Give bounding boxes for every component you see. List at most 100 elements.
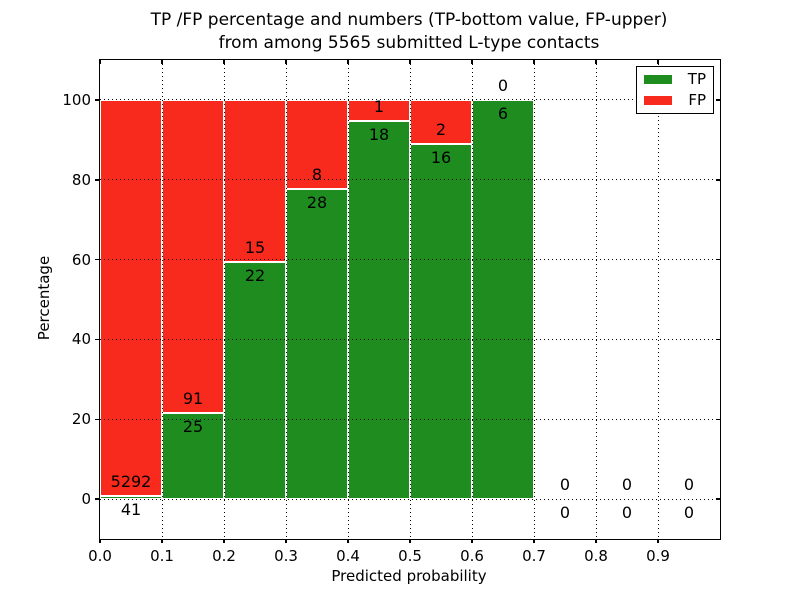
x-tick-mark (347, 539, 349, 543)
fp-count-label: 5292 (110, 472, 152, 491)
y-tick-mark-right (716, 418, 720, 420)
x-tick-label: 0.0 (88, 547, 112, 565)
y-tick-label: 20 (71, 410, 91, 429)
v-gridline (533, 60, 535, 539)
v-gridline (657, 60, 659, 539)
v-gridline (223, 60, 225, 539)
x-tick-label: 0.5 (398, 547, 422, 565)
y-tick-mark (95, 99, 99, 101)
y-tick-mark (95, 338, 99, 341)
y-tick-mark-right (716, 338, 720, 341)
y-tick-mark (95, 179, 99, 181)
fp-count-label: 1 (373, 96, 385, 116)
x-tick-mark (409, 539, 411, 543)
fp-count-label: 91 (182, 389, 204, 409)
x-tick-mark (471, 539, 473, 543)
tp-count-label: 6 (497, 103, 509, 123)
x-tick-label: 0.1 (150, 547, 174, 565)
y-tick-label: 80 (71, 170, 91, 189)
x-tick-mark-top (223, 60, 225, 64)
legend-label-fp: FP (688, 91, 706, 109)
x-tick-mark (285, 539, 287, 543)
v-gridline (161, 60, 163, 539)
legend-item-fp: FP (644, 93, 706, 108)
fp-count-label: 2 (435, 120, 447, 140)
x-tick-label: 0.6 (460, 547, 484, 565)
x-tick-mark-top (347, 60, 349, 64)
y-tick-mark-right (716, 99, 720, 101)
x-axis-label: Predicted probability (331, 567, 487, 585)
y-tick-mark (95, 418, 99, 420)
y-tick-mark (95, 498, 99, 500)
x-tick-label: 0.9 (646, 547, 670, 565)
legend-swatch-fp (644, 96, 672, 105)
legend-swatch-tp (644, 75, 672, 84)
x-tick-mark-top (285, 60, 287, 64)
tp-count-label: 22 (244, 265, 266, 285)
v-gridline (409, 60, 411, 539)
y-tick-mark (95, 258, 99, 261)
y-tick-mark-right (716, 179, 720, 181)
y-axis-label: Percentage (35, 255, 53, 341)
fp-count-label: 0 (683, 475, 695, 495)
x-tick-mark-top (471, 60, 473, 64)
bar-labels-layer: 5292 41 91 25 15 22 8 28 1 18 2 16 0 6 0 0 0 0 0 0 (100, 60, 720, 539)
y-tick-mark-right (716, 498, 720, 500)
chart-title-line2: from among 5565 submitted L-type contact… (218, 33, 600, 53)
fp-count-label: 15 (244, 237, 266, 257)
x-tick-label: 0.7 (522, 547, 546, 565)
x-tick-label: 0.8 (584, 547, 608, 565)
legend-label-tp: TP (687, 70, 706, 88)
tp-count-label: 18 (368, 124, 390, 144)
x-tick-mark-top (409, 60, 411, 64)
x-tick-label: 0.4 (336, 547, 360, 565)
axis-ticks-layer: 0.0 0.1 0.2 0.3 0.4 0.5 0.6 0.7 0.8 0.9 0 20 40 60 80 1… (62, 60, 720, 565)
y-tick-mark-right (716, 258, 720, 261)
tp-bar-segment (162, 413, 224, 500)
x-tick-label: 0.3 (274, 547, 298, 565)
tp-bar-segment (348, 120, 410, 500)
chart-title: TP /FP percentage and numbers (TP-bottom… (99, 9, 719, 55)
x-tick-mark (223, 539, 225, 543)
x-tick-mark-top (99, 60, 101, 64)
x-tick-mark-top (161, 60, 163, 64)
y-tick-label: 100 (62, 90, 91, 109)
plot-area: 5292 41 91 25 15 22 8 28 1 18 2 16 0 6 0 0 0 0 0 0 0.0 0.1 0.… (62, 59, 721, 565)
v-gridline (347, 60, 349, 539)
fp-count-label: 8 (311, 164, 323, 184)
legend-item-tp: TP (644, 72, 706, 87)
tp-count-label: 25 (182, 417, 204, 437)
legend: TP FP (636, 66, 714, 114)
tp-count-label: 0 (621, 503, 633, 523)
x-tick-mark (595, 539, 597, 543)
fp-bar-segment (224, 99, 286, 262)
tp-count-label: 28 (306, 192, 328, 212)
x-tick-mark-top (657, 60, 659, 64)
x-tick-mark-top (533, 60, 535, 64)
fp-bar-segment (410, 99, 472, 145)
x-tick-mark (161, 539, 163, 543)
x-tick-mark (99, 539, 101, 543)
tp-count-label: 41 (120, 500, 142, 519)
x-tick-mark (657, 539, 659, 543)
chart-title-line1: TP /FP percentage and numbers (TP-bottom… (150, 10, 668, 30)
v-gridline (285, 60, 287, 539)
fp-count-label: 0 (559, 475, 571, 495)
tp-count-label: 16 (430, 148, 452, 168)
v-gridline (471, 60, 473, 539)
x-tick-mark (533, 539, 535, 543)
y-tick-label: 0 (81, 490, 91, 509)
tp-bar-segment (472, 99, 534, 500)
x-tick-mark-top (595, 60, 597, 64)
fp-bar-segment (286, 99, 348, 189)
x-tick-label: 0.2 (212, 547, 236, 565)
tp-count-label: 0 (683, 503, 695, 523)
y-tick-label: 40 (71, 330, 91, 349)
grid-layer (100, 60, 720, 539)
fp-count-label: 0 (621, 475, 633, 495)
tp-count-label: 0 (559, 503, 571, 523)
tp-bar-segment (286, 188, 348, 500)
fp-count-label: 0 (497, 75, 509, 95)
y-tick-label: 60 (71, 250, 91, 269)
